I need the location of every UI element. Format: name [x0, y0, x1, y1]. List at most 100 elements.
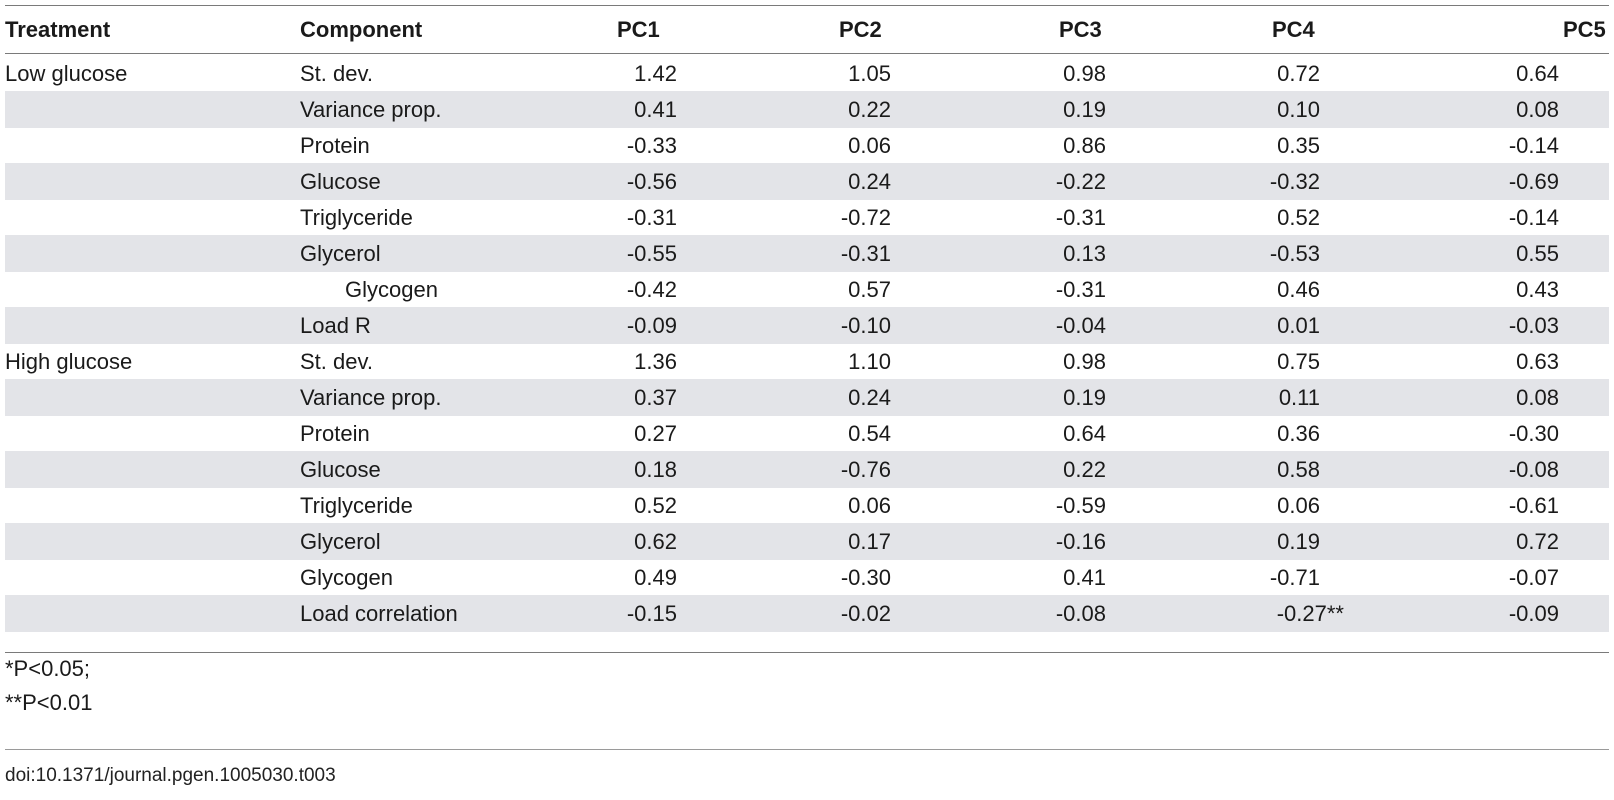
pc5-cell: -0.14 — [1508, 133, 1559, 158]
pc3-cell: -0.08 — [1055, 601, 1106, 626]
table-row: Glucose 0.18 -0.76 0.22 0.58 -0.08 — [5, 451, 1609, 488]
pc3-cell: -0.59 — [1055, 493, 1106, 518]
pc5-cell: -0.07 — [1508, 565, 1559, 590]
pc3-cell: 0.98 — [1063, 61, 1106, 86]
treatment-cell: High glucose — [5, 349, 133, 374]
pc5-cell: -0.08 — [1508, 457, 1559, 482]
doi-label: doi:10.1371/journal.pgen.1005030.t003 — [5, 765, 336, 786]
table-top-rule — [5, 5, 1609, 6]
pc2-cell: -0.30 — [840, 565, 891, 590]
pc2-cell: 0.06 — [848, 493, 891, 518]
table-row: Glycerol 0.62 0.17 -0.16 0.19 0.72 — [5, 523, 1609, 560]
component-cell: St. dev. — [300, 61, 373, 86]
table-row: Glycogen -0.42 0.57 -0.31 0.46 0.43 — [5, 271, 1609, 308]
component-cell: Triglyceride — [300, 493, 413, 518]
table-row: Glycogen 0.49 -0.30 0.41 -0.71 -0.07 — [5, 559, 1609, 596]
table-row: Low glucose St. dev. 1.42 1.05 0.98 0.72 0.64 — [5, 55, 1609, 92]
pc4-cell: 0.75 — [1277, 349, 1320, 374]
pc4-cell: 0.19 — [1277, 529, 1320, 554]
pc4-cell: 0.58 — [1277, 457, 1320, 482]
component-cell: Glycerol — [300, 529, 381, 554]
component-cell: Variance prop. — [300, 97, 442, 122]
pc5-cell: 0.08 — [1516, 97, 1559, 122]
pc2-cell: 0.24 — [848, 169, 891, 194]
component-cell: Glycogen — [300, 565, 393, 590]
pc3-cell: -0.22 — [1055, 169, 1106, 194]
component-cell: Triglyceride — [300, 205, 413, 230]
component-cell: Protein — [300, 421, 370, 446]
pc4-cell: 0.06 — [1277, 493, 1320, 518]
pc1-cell: 0.27 — [634, 421, 677, 446]
table-row: Glucose -0.56 0.24 -0.22 -0.32 -0.69 — [5, 163, 1609, 200]
pc4-cell: -0.32 — [1269, 169, 1320, 194]
pc2-cell: 0.06 — [848, 133, 891, 158]
table-header-rule — [5, 53, 1609, 54]
pc2-cell: -0.10 — [840, 313, 891, 338]
pc1-cell: 0.49 — [634, 565, 677, 590]
pc1-cell: -0.55 — [626, 241, 677, 266]
pc3-cell: 0.22 — [1063, 457, 1106, 482]
pc4-cell: 0.36 — [1277, 421, 1320, 446]
component-cell: Load correlation — [300, 601, 458, 626]
pc4-cell: -0.53 — [1269, 241, 1320, 266]
pc1-cell: 0.52 — [634, 493, 677, 518]
treatment-cell: Low glucose — [5, 61, 128, 86]
pc4-cell: 0.46 — [1277, 277, 1320, 302]
pc2-cell: 0.57 — [848, 277, 891, 302]
pc2-cell: -0.72 — [840, 205, 891, 230]
table-row: Glycerol -0.55 -0.31 0.13 -0.53 0.55 — [5, 235, 1609, 272]
table-row: Load R -0.09 -0.10 -0.04 0.01 -0.03 — [5, 307, 1609, 344]
pc3-cell: -0.16 — [1055, 529, 1106, 554]
pc1-cell: -0.15 — [626, 601, 677, 626]
header-pc5: PC5 — [1563, 17, 1606, 42]
header-component: Component — [300, 17, 423, 42]
pc3-cell: -0.31 — [1055, 205, 1106, 230]
table-header-row: Treatment Component PC1 PC2 PC3 PC4 PC5 — [5, 7, 1609, 53]
pc5-cell: 0.64 — [1516, 61, 1559, 86]
pc4-cell: -0.27** — [1276, 601, 1344, 626]
pc2-cell: 1.05 — [848, 61, 891, 86]
pc5-cell: 0.63 — [1516, 349, 1559, 374]
pc1-cell: -0.31 — [626, 205, 677, 230]
table-row: Protein 0.27 0.54 0.64 0.36 -0.30 — [5, 415, 1609, 452]
component-cell: Load R — [300, 313, 371, 338]
pc5-cell: -0.14 — [1508, 205, 1559, 230]
pc4-cell: 0.35 — [1277, 133, 1320, 158]
footnote-rule — [5, 749, 1609, 750]
pc1-cell: 0.62 — [634, 529, 677, 554]
pc2-cell: -0.02 — [840, 601, 891, 626]
pc4-cell: -0.71 — [1269, 565, 1320, 590]
header-pc4: PC4 — [1272, 17, 1315, 42]
pc5-cell: -0.69 — [1508, 169, 1559, 194]
header-pc3: PC3 — [1059, 17, 1102, 42]
table-bottom-rule — [5, 652, 1609, 653]
pc3-cell: 0.98 — [1063, 349, 1106, 374]
pc4-cell: 0.10 — [1277, 97, 1320, 122]
component-cell: Protein — [300, 133, 370, 158]
pc1-cell: 0.18 — [634, 457, 677, 482]
header-treatment: Treatment — [5, 17, 111, 42]
pc2-cell: 0.54 — [848, 421, 891, 446]
table-row: Triglyceride 0.52 0.06 -0.59 0.06 -0.61 — [5, 487, 1609, 524]
pc3-cell: 0.19 — [1063, 97, 1106, 122]
pc5-cell: -0.03 — [1508, 313, 1559, 338]
pc3-cell: -0.31 — [1055, 277, 1106, 302]
pc4-cell: 0.01 — [1277, 313, 1320, 338]
pc4-cell: 0.52 — [1277, 205, 1320, 230]
pc2-cell: 0.22 — [848, 97, 891, 122]
pc5-cell: -0.61 — [1508, 493, 1559, 518]
header-pc1: PC1 — [617, 17, 660, 42]
pc4-cell: 0.11 — [1278, 385, 1320, 410]
pc3-cell: -0.04 — [1055, 313, 1106, 338]
pc5-cell: -0.30 — [1508, 421, 1559, 446]
pc2-cell: 0.17 — [848, 529, 891, 554]
pc2-cell: 1.10 — [848, 349, 891, 374]
pc5-cell: 0.72 — [1516, 529, 1559, 554]
component-cell: Variance prop. — [300, 385, 442, 410]
pc3-cell: 0.19 — [1063, 385, 1106, 410]
pc5-cell: 0.08 — [1516, 385, 1559, 410]
pc1-cell: -0.33 — [626, 133, 677, 158]
pc5-cell: -0.09 — [1508, 601, 1559, 626]
pc5-cell: 0.43 — [1516, 277, 1559, 302]
component-cell: Glucose — [300, 169, 381, 194]
